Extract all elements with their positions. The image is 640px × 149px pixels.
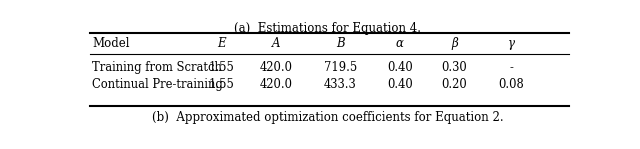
Text: 0.30: 0.30 — [442, 61, 467, 74]
Text: -: - — [509, 61, 513, 74]
Text: 1.55: 1.55 — [209, 61, 234, 74]
Text: 433.3: 433.3 — [324, 79, 356, 91]
Text: γ: γ — [508, 37, 515, 50]
Text: A: A — [271, 37, 280, 50]
Text: Continual Pre-training: Continual Pre-training — [92, 79, 223, 91]
Text: (b)  Approximated optimization coefficients for Equation 2.: (b) Approximated optimization coefficien… — [152, 111, 504, 124]
Text: 719.5: 719.5 — [324, 61, 357, 74]
Text: Model: Model — [92, 37, 130, 50]
Text: β: β — [451, 37, 458, 50]
Text: 0.40: 0.40 — [387, 61, 413, 74]
Text: E: E — [217, 37, 226, 50]
Text: (a)  Estimations for Equation 4.: (a) Estimations for Equation 4. — [234, 22, 422, 35]
Text: 0.40: 0.40 — [387, 79, 413, 91]
Text: 420.0: 420.0 — [259, 61, 292, 74]
Text: 1.55: 1.55 — [209, 79, 234, 91]
Text: Training from Scratch: Training from Scratch — [92, 61, 222, 74]
Text: 0.08: 0.08 — [499, 79, 524, 91]
Text: 0.20: 0.20 — [442, 79, 467, 91]
Text: α: α — [396, 37, 404, 50]
Text: 420.0: 420.0 — [259, 79, 292, 91]
Text: B: B — [336, 37, 345, 50]
